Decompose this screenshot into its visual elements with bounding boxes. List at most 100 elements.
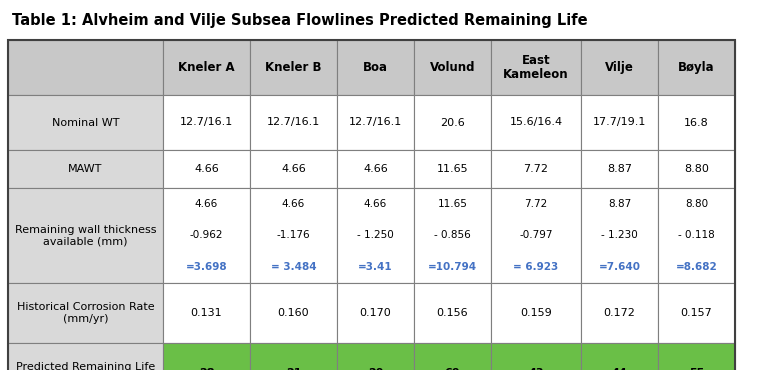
Bar xyxy=(250,95,337,150)
Bar xyxy=(491,40,581,95)
Bar xyxy=(658,343,735,370)
Bar xyxy=(8,188,163,283)
Text: =3.41: =3.41 xyxy=(358,262,393,272)
Text: 7.72: 7.72 xyxy=(525,199,548,209)
Text: 0.170: 0.170 xyxy=(360,308,391,318)
Bar xyxy=(414,343,491,370)
Bar xyxy=(337,343,414,370)
Bar xyxy=(337,40,414,95)
Bar xyxy=(491,150,581,188)
Bar xyxy=(658,150,735,188)
Text: 4.66: 4.66 xyxy=(195,199,218,209)
Bar xyxy=(491,283,581,343)
Bar xyxy=(581,283,658,343)
Text: East
Kameleon: East Kameleon xyxy=(503,54,569,81)
Text: 8.87: 8.87 xyxy=(607,164,632,174)
Bar xyxy=(8,283,163,343)
Text: =8.682: =8.682 xyxy=(676,262,717,272)
Text: Historical Corrosion Rate
(mm/yr): Historical Corrosion Rate (mm/yr) xyxy=(17,302,154,324)
Bar xyxy=(414,40,491,95)
Bar xyxy=(163,150,250,188)
Bar xyxy=(250,40,337,95)
Text: 17.7/19.1: 17.7/19.1 xyxy=(593,118,646,128)
Text: 0.159: 0.159 xyxy=(520,308,552,318)
Text: 44: 44 xyxy=(611,368,627,370)
Bar xyxy=(658,188,735,283)
Bar xyxy=(8,40,163,95)
Text: 55: 55 xyxy=(689,368,704,370)
Bar xyxy=(8,150,163,188)
Text: = 3.484: = 3.484 xyxy=(271,262,316,272)
Bar xyxy=(658,95,735,150)
Bar xyxy=(337,150,414,188)
Text: 15.6/16.4: 15.6/16.4 xyxy=(509,118,562,128)
Text: Kneler B: Kneler B xyxy=(265,61,321,74)
Bar xyxy=(414,283,491,343)
Text: =3.698: =3.698 xyxy=(186,262,227,272)
Bar xyxy=(250,150,337,188)
Text: -0.797: -0.797 xyxy=(519,231,553,240)
Text: Kneler A: Kneler A xyxy=(178,61,235,74)
Bar xyxy=(163,95,250,150)
Bar xyxy=(581,150,658,188)
Bar xyxy=(414,150,491,188)
Text: 0.157: 0.157 xyxy=(680,308,713,318)
Text: 12.7/16.1: 12.7/16.1 xyxy=(267,118,320,128)
Bar xyxy=(163,343,250,370)
Text: 0.160: 0.160 xyxy=(278,308,309,318)
Text: 4.66: 4.66 xyxy=(282,199,305,209)
Text: 28: 28 xyxy=(199,368,214,370)
Text: 12.7/16.1: 12.7/16.1 xyxy=(180,118,233,128)
Text: 8.87: 8.87 xyxy=(608,199,631,209)
Bar xyxy=(163,283,250,343)
Text: =7.640: =7.640 xyxy=(598,262,640,272)
Text: Bøyla: Bøyla xyxy=(678,61,715,74)
Bar xyxy=(337,95,414,150)
Text: 0.172: 0.172 xyxy=(604,308,635,318)
Text: - 1.250: - 1.250 xyxy=(357,231,394,240)
Bar xyxy=(581,40,658,95)
Text: = 6.923: = 6.923 xyxy=(513,262,558,272)
Bar xyxy=(658,40,735,95)
Text: 8.80: 8.80 xyxy=(684,164,709,174)
Bar xyxy=(581,343,658,370)
Bar xyxy=(414,188,491,283)
Bar xyxy=(8,95,163,150)
Bar xyxy=(491,95,581,150)
Text: 21: 21 xyxy=(286,368,301,370)
Text: -1.176: -1.176 xyxy=(277,231,311,240)
Text: 69: 69 xyxy=(445,368,460,370)
Text: =10.794: =10.794 xyxy=(428,262,477,272)
Text: - 1.230: - 1.230 xyxy=(601,231,638,240)
Text: 7.72: 7.72 xyxy=(524,164,548,174)
Text: 4.66: 4.66 xyxy=(281,164,306,174)
Text: - 0.856: - 0.856 xyxy=(434,231,471,240)
Bar xyxy=(163,40,250,95)
Text: 20: 20 xyxy=(368,368,384,370)
Text: Vilje: Vilje xyxy=(605,61,634,74)
Bar xyxy=(581,95,658,150)
Bar xyxy=(658,283,735,343)
Text: Remaining wall thickness
available (mm): Remaining wall thickness available (mm) xyxy=(15,225,156,246)
Text: 11.65: 11.65 xyxy=(437,199,467,209)
Text: 8.80: 8.80 xyxy=(685,199,708,209)
Text: 4.66: 4.66 xyxy=(364,199,387,209)
Bar xyxy=(414,95,491,150)
Bar xyxy=(163,188,250,283)
Bar xyxy=(581,188,658,283)
Text: Nominal WT: Nominal WT xyxy=(51,118,119,128)
Text: 12.7/16.1: 12.7/16.1 xyxy=(349,118,402,128)
Text: MAWT: MAWT xyxy=(68,164,103,174)
Bar xyxy=(337,283,414,343)
Text: Boa: Boa xyxy=(363,61,388,74)
Text: Volund: Volund xyxy=(430,61,476,74)
Bar xyxy=(250,188,337,283)
Text: 0.156: 0.156 xyxy=(436,308,469,318)
Bar xyxy=(250,283,337,343)
Bar xyxy=(8,343,163,370)
Text: Predicted Remaining Life
(years): Predicted Remaining Life (years) xyxy=(16,362,155,370)
Text: 4.66: 4.66 xyxy=(363,164,388,174)
Bar xyxy=(337,188,414,283)
Text: - 0.118: - 0.118 xyxy=(678,231,715,240)
Text: 0.131: 0.131 xyxy=(191,308,222,318)
